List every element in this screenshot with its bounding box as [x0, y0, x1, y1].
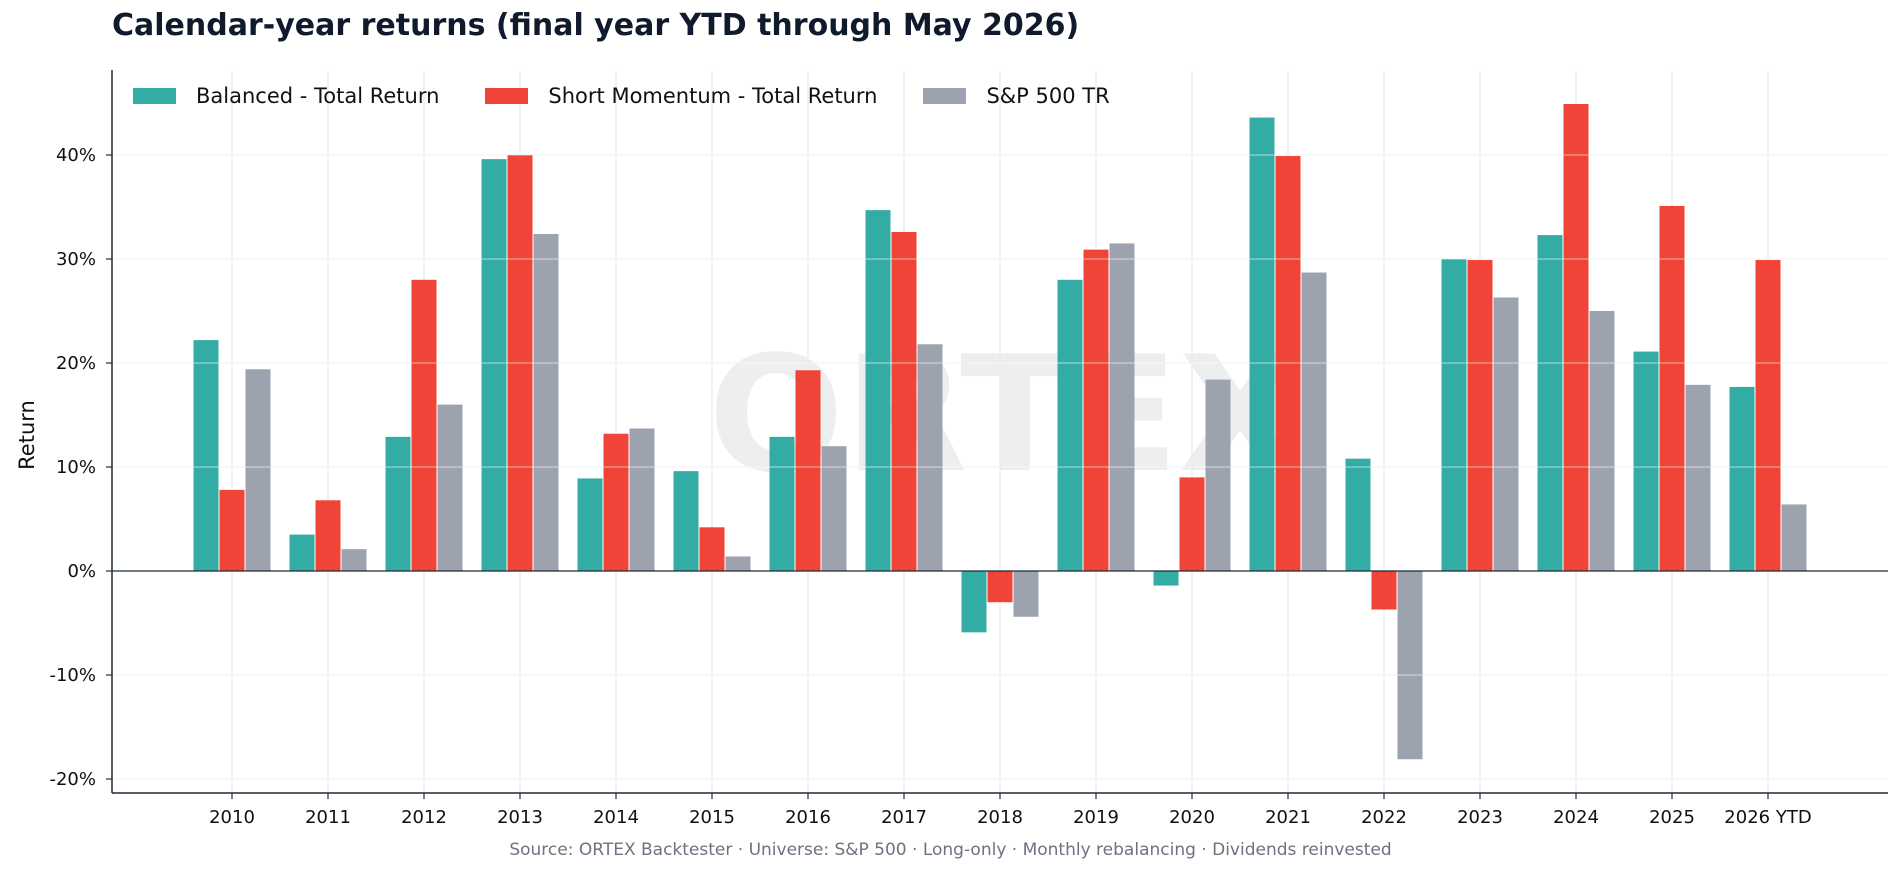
- chart-title: Calendar-year returns (final year YTD th…: [112, 8, 1080, 43]
- bar: [1371, 571, 1397, 610]
- bar: [821, 446, 847, 571]
- bar: [193, 340, 219, 571]
- bar: [1633, 351, 1659, 571]
- bar: [1537, 235, 1563, 571]
- bar: [1179, 477, 1205, 571]
- x-tick-label: 2026 YTD: [1724, 807, 1811, 828]
- source-note: Source: ORTEX Backtester · Universe: S&P…: [509, 840, 1392, 860]
- bar: [1205, 379, 1231, 571]
- x-tick-label: 2021: [1265, 807, 1311, 828]
- x-tick-label: 2020: [1169, 807, 1215, 828]
- x-tick-label: 2019: [1073, 807, 1119, 828]
- x-tick-label: 2017: [881, 807, 927, 828]
- legend: Balanced - Total Return Short Momentum -…: [133, 84, 1156, 108]
- bar: [891, 231, 917, 571]
- bar: [1153, 571, 1179, 586]
- bar: [1685, 384, 1711, 571]
- x-tick-label: 2015: [689, 807, 735, 828]
- bar: [699, 527, 725, 571]
- bar: [795, 370, 821, 571]
- bar: [1729, 386, 1755, 571]
- bar: [411, 279, 437, 571]
- y-tick-label: 30%: [56, 249, 96, 270]
- bar: [481, 159, 507, 571]
- bar: [533, 234, 559, 572]
- bar: [1467, 260, 1493, 571]
- bar: [385, 436, 411, 571]
- bar: [1589, 311, 1615, 571]
- bar: [673, 471, 699, 571]
- bar: [1345, 458, 1371, 571]
- gridlines: [112, 70, 1888, 793]
- x-tick-label: 2024: [1553, 807, 1599, 828]
- bar: [1083, 249, 1109, 571]
- bar: [1301, 272, 1327, 571]
- x-tick-label: 2018: [977, 807, 1023, 828]
- bar: [577, 478, 603, 571]
- bar: [1397, 571, 1423, 760]
- x-tick-label: 2025: [1649, 807, 1695, 828]
- bar: [1441, 259, 1467, 571]
- y-tick-label: -20%: [49, 769, 96, 790]
- bar: [769, 436, 795, 571]
- legend-item-sp500: S&P 500 TR: [923, 84, 1110, 108]
- bar: [1013, 571, 1039, 617]
- x-tick-label: 2022: [1361, 807, 1407, 828]
- bar: [289, 534, 315, 571]
- bar: [1057, 279, 1083, 571]
- x-tick-label: 2011: [305, 807, 351, 828]
- x-tick-label: 2023: [1457, 807, 1503, 828]
- legend-swatch-balanced: [133, 88, 176, 104]
- x-tick-label: 2010: [209, 807, 255, 828]
- bar: [1249, 117, 1275, 571]
- legend-swatch-sp500: [923, 88, 967, 104]
- bar: [1781, 504, 1807, 571]
- y-tick-label: 0%: [67, 561, 96, 582]
- y-axis-label: Return: [15, 400, 39, 470]
- bar: [437, 404, 463, 571]
- axes: [106, 70, 1888, 799]
- bar: [1493, 297, 1519, 571]
- legend-label-sp500: S&P 500 TR: [986, 84, 1110, 108]
- bar: [629, 428, 655, 571]
- bar: [1659, 205, 1685, 571]
- bar: [1755, 260, 1781, 571]
- bar: [987, 571, 1013, 603]
- legend-label-short-momentum: Short Momentum - Total Return: [548, 84, 878, 108]
- x-tick-label: 2012: [401, 807, 447, 828]
- legend-item-balanced: Balanced - Total Return: [133, 84, 439, 108]
- bar: [341, 549, 367, 571]
- bar: [603, 433, 629, 571]
- bar: [245, 369, 271, 571]
- legend-item-short-momentum: Short Momentum - Total Return: [485, 84, 877, 108]
- legend-swatch-short-momentum: [485, 88, 529, 104]
- bar: [725, 556, 751, 571]
- bar: [961, 571, 987, 633]
- x-tick-label: 2013: [497, 807, 543, 828]
- tick-labels: -20% -10% 0% 10% 20% 30% 40% 2010 2011 2012 2013 20…: [49, 145, 1811, 828]
- y-tick-label: -10%: [49, 665, 96, 686]
- bar: [1275, 156, 1301, 572]
- legend-label-balanced: Balanced - Total Return: [196, 84, 440, 108]
- y-tick-label: 10%: [56, 457, 96, 478]
- bar: [917, 344, 943, 571]
- x-tick-label: 2016: [785, 807, 831, 828]
- bar: [219, 489, 245, 571]
- x-tick-label: 2014: [593, 807, 639, 828]
- bar: [865, 210, 891, 571]
- y-tick-label: 40%: [56, 145, 96, 166]
- y-tick-label: 20%: [56, 353, 96, 374]
- bar: [1109, 243, 1135, 571]
- bars: [112, 104, 1888, 780]
- bar: [315, 500, 341, 571]
- bar: [1563, 104, 1589, 571]
